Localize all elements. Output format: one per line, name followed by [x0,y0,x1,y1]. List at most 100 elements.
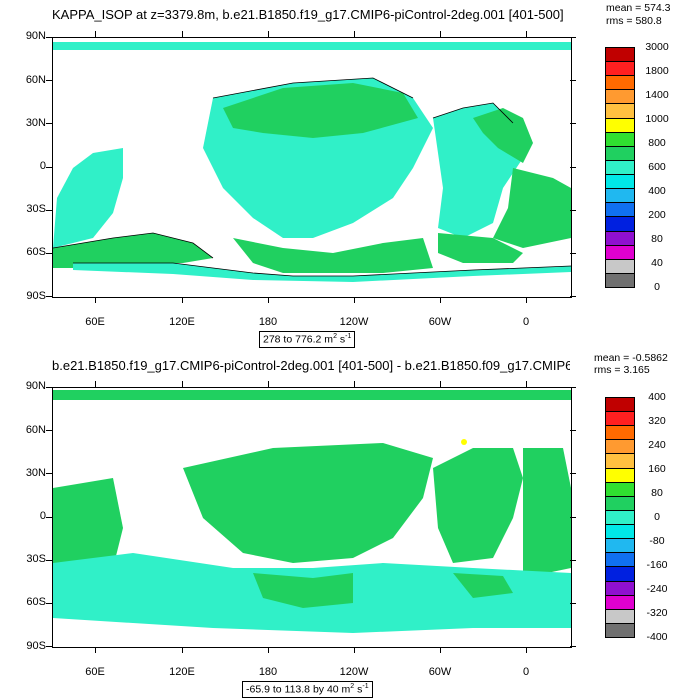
top-lon-tick [182,297,183,303]
top-colorbar-swatch [605,258,635,274]
top-lat-tick [46,37,52,38]
top-colorbar-swatch [605,174,635,190]
top-lon-tick [95,297,96,303]
bottom-colorbar-label: -80 [649,535,665,547]
bottom-rms-stat: rms = 3.165 [594,364,650,376]
bottom-colorbar-swatch [605,594,635,610]
bottom-lon-tick [182,381,183,387]
bottom-colorbar-swatch [605,439,635,455]
top-lat-tick [570,123,576,124]
bottom-colorbar: 400 320 240 160 80 0 -80 -160 -240 -320 -400 [605,391,685,643]
top-lon-tick [268,31,269,37]
bottom-colorbar-label: 240 [648,439,666,451]
top-lon-tick [182,31,183,37]
top-lat-label-0: 0 [39,160,46,172]
top-colorbar: 3000 1800 1400 1000 800 600 400 200 80 40 0 [605,41,685,293]
bottom-colorbar-swatch [605,509,635,526]
bottom-lat-label-90n: 90N [25,380,46,392]
top-lon-label-180: 180 [258,316,278,328]
top-lon-tick [268,297,269,303]
bottom-colorbar-label: 0 [654,511,660,523]
top-colorbar-swatch [605,131,635,147]
top-lon-tick [440,31,441,37]
top-lon-label-120e: 120E [169,316,195,328]
bottom-lat-label-90s: 90S [26,640,46,652]
top-colorbar-swatch [605,230,635,246]
top-colorbar-swatch [605,244,635,260]
top-colorbar-label: 200 [648,209,666,221]
bottom-lon-tick [268,381,269,387]
bottom-lon-tick [354,381,355,387]
top-colorbar-swatch [605,188,635,204]
top-map-shading [53,42,571,282]
bottom-lat-tick [570,517,576,518]
top-lat-tick [46,167,52,168]
bottom-colorbar-swatch [605,524,635,540]
bottom-lon-label-60w: 60W [428,666,452,678]
bottom-colorbar-swatch [605,608,635,624]
bottom-colorbar-swatch [605,397,635,413]
bottom-range-units: s [354,683,363,696]
top-colorbar-swatch [605,216,635,232]
bottom-lat-tick [46,430,52,431]
bottom-lon-tick [95,647,96,653]
top-lat-label-90s: 90S [26,290,46,302]
bottom-lon-tick [268,647,269,653]
top-lon-label-60w: 60W [428,316,452,328]
bottom-colorbar-swatch [605,566,635,582]
bottom-colorbar-label: 400 [648,391,666,403]
top-lon-label-0: 0 [522,316,530,328]
top-colorbar-swatch [605,103,635,119]
top-colorbar-swatch [605,159,635,176]
bottom-mean-stat: mean = -0.5862 [594,352,668,364]
bottom-colorbar-swatch [605,622,635,638]
bottom-map-plot [52,387,572,648]
bottom-colorbar-swatch [605,467,635,483]
bottom-lat-tick [46,387,52,388]
bottom-colorbar-swatch [605,538,635,554]
bottom-lat-tick [570,603,576,604]
top-lon-tick [440,297,441,303]
bottom-colorbar-label: -400 [646,631,668,643]
top-lon-tick [526,297,527,303]
top-lat-tick [570,253,576,254]
bottom-lon-label-120e: 120E [169,666,195,678]
bottom-lon-tick [354,647,355,653]
top-colorbar-label: 3000 [645,41,669,53]
top-colorbar-swatch [605,202,635,218]
bottom-colorbar-swatch [605,481,635,497]
top-map-plot [52,37,572,298]
bottom-colorbar-label: -160 [646,559,668,571]
bottom-lon-label-0: 0 [522,666,530,678]
bottom-lon-label-120w: 120W [339,666,369,678]
top-lat-tick [46,80,52,81]
top-colorbar-swatch [605,89,635,105]
top-colorbar-label: 400 [648,185,666,197]
top-range-exp: 2 [333,333,337,340]
top-colorbar-swatch [605,272,635,288]
bottom-colorbar-label: 320 [648,415,666,427]
top-colorbar-label: 40 [651,257,663,269]
top-colorbar-label: 1800 [645,65,669,77]
bottom-range-exp: 2 [350,683,355,690]
top-range-box: 278 to 776.2 m2 s-1 [259,331,356,348]
bottom-colorbar-swatch [605,425,635,441]
bottom-lat-label-60n: 60N [25,424,46,436]
bottom-lat-label-0: 0 [39,510,46,522]
bottom-range-units-exp: -1 [362,683,369,690]
top-rms-stat: rms = 580.8 [606,15,662,27]
top-range-units-exp: -1 [345,333,352,340]
top-lat-tick [46,210,52,211]
top-lon-tick [526,31,527,37]
top-lat-label-30s: 30S [26,203,46,215]
bottom-lon-label-180: 180 [258,666,278,678]
bottom-lat-tick [46,473,52,474]
bottom-lon-tick [440,647,441,653]
bottom-range-box: -65.9 to 113.8 by 40 m2 s-1 [242,681,373,698]
top-lon-tick [354,31,355,37]
bottom-lat-tick [46,517,52,518]
bottom-lat-tick [570,560,576,561]
bottom-colorbar-label: 160 [648,463,666,475]
top-colorbar-label: 80 [651,233,663,245]
bottom-lon-tick [526,647,527,653]
